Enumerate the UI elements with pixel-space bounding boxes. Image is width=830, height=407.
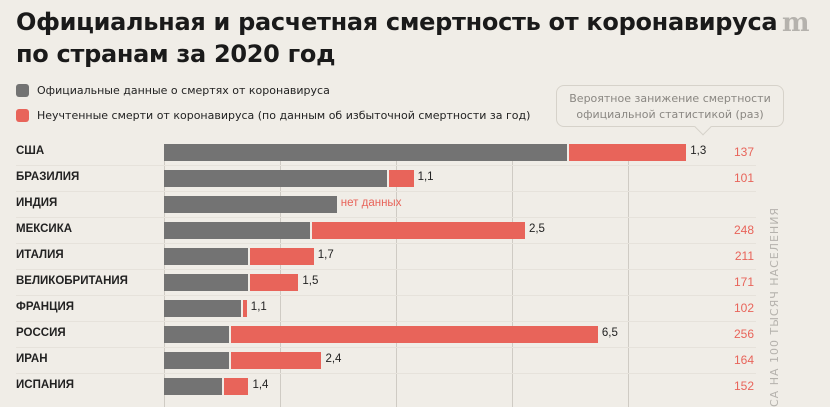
country-label: ИРАН: [16, 353, 48, 365]
right-value: 152: [733, 379, 754, 393]
bar-row: ИСПАНИЯ 1,4 152: [0, 373, 760, 400]
row-separator: [16, 373, 756, 374]
bar-official: [164, 326, 230, 343]
ratio-label: 1,1: [417, 171, 434, 183]
side-axis-label: СА НА 100 ТЫСЯЧ НАСЕЛЕНИЯ: [768, 206, 781, 407]
gridline: [396, 145, 397, 407]
country-label: США: [16, 145, 45, 157]
country-label: БРАЗИЛИЯ: [16, 171, 80, 183]
row-separator: [16, 295, 756, 296]
bar-unaccounted: [311, 222, 525, 239]
bar-unaccounted: [388, 170, 414, 187]
bar-unaccounted: [223, 378, 249, 395]
ratio-label: 6,5: [601, 327, 618, 339]
country-label: МЕКСИКА: [16, 223, 73, 235]
country-label: ВЕЛИКОБРИТАНИЯ: [16, 275, 128, 287]
legend-unaccounted: Неучтенные смерти от коронавируса (по да…: [16, 109, 530, 122]
bar-unaccounted: [569, 144, 687, 161]
bar-official: [164, 196, 337, 213]
title-line-2: по странам за 2020 год: [16, 40, 336, 68]
tooltip-line-1: Вероятное занижение смертности: [569, 92, 771, 105]
bar-row: БРАЗИЛИЯ 1,1 101: [0, 165, 760, 192]
right-value: 256: [733, 327, 754, 341]
legend-label: Неучтенные смерти от коронавируса (по да…: [37, 109, 531, 122]
row-separator: [16, 191, 756, 192]
right-value: 102: [733, 301, 754, 315]
legend-official: Официальные данные о смертях от коронави…: [16, 84, 330, 97]
row-separator: [16, 269, 756, 270]
bar-unaccounted: [231, 352, 322, 369]
country-label: ИТАЛИЯ: [16, 249, 64, 261]
bar-row: РОССИЯ 6,5 256: [0, 321, 760, 348]
country-label: ИНДИЯ: [16, 197, 58, 209]
ratio-label: 1,7: [317, 249, 334, 261]
country-label: РОССИЯ: [16, 327, 66, 339]
right-value: 171: [733, 275, 754, 289]
chart-title: Официальная и расчетная смертность от ко…: [16, 6, 778, 70]
ratio-label: 1,3: [690, 145, 707, 157]
legend-swatch-official: [16, 84, 29, 97]
ratio-label: 2,5: [528, 223, 545, 235]
bar-unaccounted: [231, 326, 598, 343]
legend-label: Официальные данные о смертях от коронави…: [37, 84, 330, 97]
ratio-label: 1,4: [252, 379, 269, 391]
bar-unaccounted: [250, 248, 314, 265]
bar-official: [164, 170, 387, 187]
tooltip-callout: Вероятное занижение смертности официально…: [556, 85, 784, 127]
ratio-label: 1,1: [250, 301, 267, 313]
bar-row: ВЕЛИКОБРИТАНИЯ 1,5 171: [0, 269, 760, 296]
bar-official: [164, 274, 249, 291]
ratio-label: 2,4: [325, 353, 342, 365]
bar-unaccounted: [242, 300, 247, 317]
bar-row: США 1,3 137: [0, 140, 760, 166]
row-separator: [16, 217, 756, 218]
gridline: [628, 145, 629, 407]
bar-official: [164, 352, 230, 369]
row-separator: [16, 321, 756, 322]
ratio-label: 1,5: [302, 275, 319, 287]
bar-unaccounted: [250, 274, 299, 291]
logo: m: [782, 8, 810, 38]
country-label: ФРАНЦИЯ: [16, 301, 75, 313]
country-label: ИСПАНИЯ: [16, 379, 74, 391]
gridline: [512, 145, 513, 407]
row-separator: [16, 347, 756, 348]
bar-official: [164, 378, 222, 395]
ratio-label: нет данных: [340, 197, 402, 209]
bar-official: [164, 248, 249, 265]
bar-row: ИРАН 2,4 164: [0, 347, 760, 374]
row-separator: [16, 243, 756, 244]
bar-row: ФРАНЦИЯ 1,1 102: [0, 295, 760, 322]
right-value: 211: [734, 249, 754, 263]
right-value: 101: [733, 171, 754, 185]
tooltip-line-2: официальной статистикой (раз): [576, 108, 764, 121]
row-separator: [16, 165, 756, 166]
bar-official: [164, 222, 310, 239]
right-value: 164: [733, 353, 754, 367]
right-value: 137: [733, 145, 754, 159]
bar-official: [164, 300, 241, 317]
right-value: 248: [733, 223, 754, 237]
bar-row: МЕКСИКА 2,5 248: [0, 217, 760, 244]
bar-official: [164, 144, 568, 161]
title-line-1: Официальная и расчетная смертность от ко…: [16, 8, 778, 36]
legend-swatch-unaccounted: [16, 109, 29, 122]
bar-row: ИНДИЯ нет данных: [0, 191, 760, 218]
bar-row: ИТАЛИЯ 1,7 211: [0, 243, 760, 270]
